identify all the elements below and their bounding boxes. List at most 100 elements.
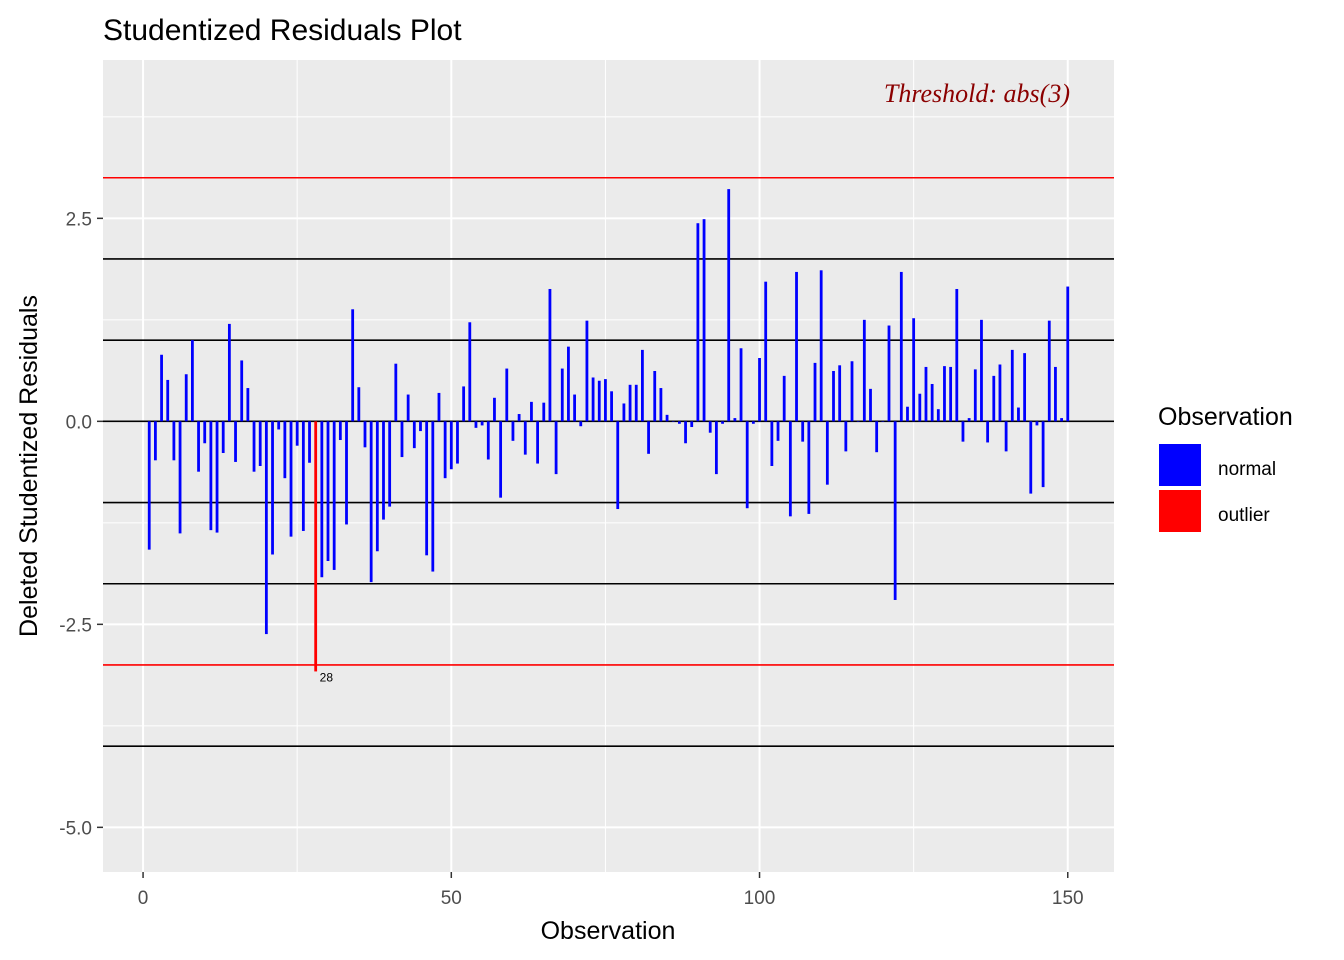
- residual-bar: [967, 418, 971, 422]
- residual-bar: [363, 421, 367, 448]
- residual-bar: [684, 421, 687, 444]
- residual-bar: [647, 421, 650, 454]
- outlier-bar: [314, 421, 318, 672]
- threshold-annotation: Threshold: abs(3): [884, 79, 1070, 108]
- legend-label-normal: normal: [1218, 459, 1276, 480]
- residual-bar: [530, 401, 533, 422]
- residual-bar: [856, 421, 860, 422]
- residual-bar: [875, 421, 879, 453]
- residual-bar: [449, 421, 453, 470]
- residual-bar: [862, 319, 866, 422]
- residual-bar: [1066, 286, 1070, 422]
- residual-bar: [930, 383, 934, 422]
- y-axis-ticks: -5.0 -2.5 0.0 2.5: [59, 209, 103, 839]
- residual-bar: [536, 421, 540, 464]
- residual-bar: [788, 421, 792, 517]
- residual-bar: [751, 421, 755, 424]
- residual-bar: [776, 421, 780, 441]
- residual-bar: [597, 380, 601, 422]
- residual-bar: [357, 387, 361, 422]
- residual-bar: [579, 421, 583, 427]
- residual-bar: [807, 421, 811, 514]
- outlier-labels: 28: [320, 670, 334, 684]
- residual-bar: [517, 414, 521, 422]
- residual-bar: [345, 421, 348, 525]
- residual-bar: [1060, 418, 1064, 422]
- x-tick-label: 100: [744, 888, 776, 909]
- residual-bar: [554, 421, 558, 475]
- residual-bar: [523, 421, 527, 455]
- residual-bar: [727, 189, 731, 422]
- residual-bar: [770, 421, 774, 466]
- residual-bar: [998, 364, 1002, 422]
- residual-bar: [992, 375, 996, 422]
- x-tick-label: 150: [1052, 888, 1084, 909]
- residual-bar: [819, 270, 823, 422]
- legend-key-normal: [1157, 442, 1203, 488]
- residual-bar: [665, 414, 669, 422]
- residual-bar: [431, 421, 435, 572]
- residual-bar: [1017, 407, 1020, 422]
- residual-bar: [493, 397, 496, 422]
- x-tick-label: 50: [441, 888, 462, 909]
- residual-bar: [585, 320, 589, 422]
- residual-bar: [850, 361, 854, 422]
- residual-bar: [462, 386, 466, 422]
- residual-bar: [542, 402, 546, 422]
- residual-bar: [567, 346, 570, 422]
- residual-bar: [721, 421, 724, 424]
- residual-bar: [899, 271, 903, 422]
- residual-bar: [1041, 421, 1045, 488]
- residual-bar: [690, 421, 694, 428]
- residual-bar: [338, 421, 342, 441]
- residual-bar: [406, 394, 410, 422]
- y-tick-label: 0.0: [66, 412, 92, 433]
- residual-bar: [1029, 421, 1033, 494]
- residual-bar: [203, 421, 207, 444]
- residual-bar: [456, 421, 459, 464]
- residual-bar: [955, 288, 959, 422]
- residual-bar: [240, 360, 244, 422]
- residual-bar: [825, 421, 829, 485]
- legend-key-outlier: [1157, 488, 1203, 534]
- residual-bar: [764, 281, 768, 422]
- residual-bar: [838, 365, 842, 422]
- residual-bar: [277, 421, 281, 430]
- residual-bar: [283, 421, 287, 479]
- residual-bar: [215, 421, 219, 533]
- residual-bar: [702, 219, 706, 422]
- residual-bar: [671, 421, 675, 422]
- residual-bar: [221, 421, 225, 454]
- residual-bar: [708, 421, 712, 433]
- residual-bar: [308, 421, 311, 463]
- residual-bar: [887, 325, 891, 422]
- residual-bar: [622, 403, 626, 422]
- residual-bar: [1047, 320, 1051, 422]
- residual-bar: [412, 421, 416, 449]
- residual-bar: [246, 388, 250, 422]
- residual-bar: [653, 370, 657, 422]
- residual-bar: [425, 421, 429, 556]
- y-tick-label: -5.0: [59, 818, 92, 839]
- residual-bar: [560, 368, 564, 422]
- residual-bars: [147, 189, 1070, 672]
- residual-bar: [394, 363, 398, 422]
- residual-bar: [912, 318, 916, 422]
- residual-bar: [227, 323, 231, 422]
- residual-bar: [264, 421, 268, 635]
- residual-bar: [252, 421, 256, 472]
- residual-bar: [739, 348, 743, 422]
- residual-bar: [209, 421, 213, 531]
- residual-bar: [289, 421, 293, 537]
- residual-bar: [924, 366, 928, 422]
- residual-bar: [628, 384, 632, 422]
- residual-bar: [943, 366, 946, 422]
- legend: Observation normal outlier: [1157, 403, 1293, 534]
- legend-title: Observation: [1158, 403, 1293, 431]
- residual-bar: [271, 421, 274, 555]
- residual-bar: [197, 421, 200, 472]
- residual-bar: [1004, 421, 1008, 452]
- residual-bar: [178, 421, 182, 534]
- legend-label-outlier: outlier: [1218, 505, 1270, 526]
- residual-bar: [511, 421, 515, 441]
